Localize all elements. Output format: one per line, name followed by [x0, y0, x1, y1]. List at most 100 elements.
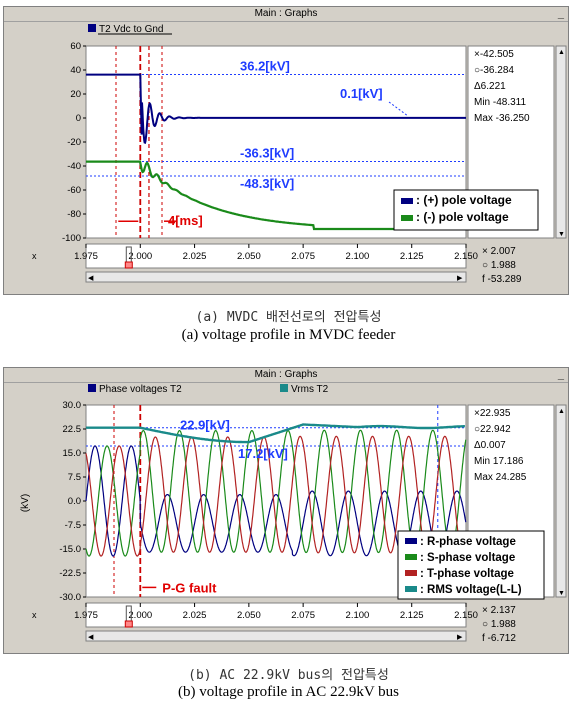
readout-box-a: ×-42.505 ○-36.284 Δ6.221 Min -48.311 Max… — [474, 47, 530, 127]
annotation-36-2: 36.2[kV] — [240, 59, 290, 74]
annotation-neg-48-3: -48.3[kV] — [240, 176, 294, 191]
caption-b-korean: (b) AC 22.9kV bus의 전압특성 — [188, 668, 389, 683]
cursor-handle-1 — [124, 261, 133, 269]
series-positive-pole — [86, 73, 466, 145]
legend-swatch — [405, 570, 417, 576]
y-tick-label: 40 — [70, 65, 81, 76]
xreadout-cursor2-b: ○ 1.988 — [482, 619, 516, 630]
x-tick-label: 2.125 — [400, 610, 424, 621]
series-tab-swatch-2 — [280, 384, 288, 392]
y-tick-label: -22.5 — [59, 568, 81, 579]
x-tick-label: 2.150 — [454, 251, 478, 262]
window-title-b: Main : Graphs — [254, 369, 318, 380]
y-tick-label: -7.5 — [65, 520, 81, 531]
y-tick-label: -20 — [67, 137, 81, 148]
readout-cursor1-b: ×22.935 — [474, 408, 511, 419]
xreadout-box-a: × 2.007 ○ 1.988 f -53.289 — [482, 245, 521, 287]
x-tick-label: 1.975 — [74, 251, 98, 262]
scroll-right-arrow: ▶ — [457, 634, 463, 641]
y-tick-label: -40 — [67, 161, 81, 172]
y-axis-label: (kV) — [20, 494, 31, 512]
series-tab-label: T2 Vdc to Gnd — [99, 24, 163, 35]
x-tick-label: 2.075 — [291, 610, 315, 621]
readout-cursor1: ×-42.505 — [474, 49, 514, 60]
scroll-down-arrow: ▼ — [558, 590, 565, 597]
xreadout-f-b: f -6.712 — [482, 633, 516, 644]
series-tab-swatch — [88, 24, 96, 32]
y-tick-label: 60 — [70, 41, 81, 52]
readout-cursor2: ○-36.284 — [474, 65, 514, 76]
scrollbar-vertical — [555, 404, 567, 598]
annotation-neg-36-3: -36.3[kV] — [240, 146, 294, 161]
caption-a-korean: (a) MVDC 배전선로의 전압특성 — [195, 310, 382, 325]
window-titlebar-a: Main : Graphs _ — [4, 7, 568, 22]
scroll-left-arrow: ◀ — [88, 275, 94, 282]
y-tick-label: -60 — [67, 185, 81, 196]
y-tick-label: 7.5 — [68, 472, 81, 483]
x-tick-label: 2.075 — [291, 251, 315, 262]
cursor-handle-1 — [124, 620, 133, 628]
y-tick-label: -30.0 — [59, 592, 81, 603]
legend-swatch — [405, 554, 417, 560]
legend-swatch — [405, 538, 417, 544]
annotation-22-9: 22.9[kV] — [180, 418, 230, 433]
scroll-left-arrow: ◀ — [88, 634, 94, 641]
minimize-icon[interactable]: _ — [557, 8, 564, 20]
x-axis-strip — [85, 602, 467, 628]
x-tick-label: 2.025 — [183, 251, 207, 262]
legend-label: : R-phase voltage — [420, 536, 516, 548]
readout-box-b: ×22.935 ○22.942 Δ0.007 Min 17.186 Max 24… — [474, 406, 526, 486]
annotation-0-1: 0.1[kV] — [340, 86, 383, 101]
y-tick-label: 0.0 — [68, 496, 81, 507]
y-tick-label: 20 — [70, 89, 81, 100]
x-tick-label: 2.050 — [237, 610, 261, 621]
x-tick-label: 2.125 — [400, 251, 424, 262]
xreadout-cursor1-b: × 2.137 — [482, 605, 516, 616]
y-tick-label: 30.0 — [63, 400, 82, 411]
series-tab-swatch — [88, 384, 96, 392]
x-tick-label: 2.000 — [128, 610, 152, 621]
x-tick-label: 2.025 — [183, 610, 207, 621]
y-tick-label: -100 — [62, 233, 81, 244]
annotation-pg-fault: P-G fault — [162, 580, 217, 595]
x-axis-strip — [85, 243, 467, 269]
x-tick-label: 2.150 — [454, 610, 478, 621]
x-tick-label: 2.100 — [346, 610, 370, 621]
annotation-4ms: 4[ms] — [168, 213, 203, 228]
xreadout-cursor1: × 2.007 — [482, 246, 516, 257]
series-tab-label-2: Vrms T2 — [291, 384, 329, 395]
legend-swatch — [401, 198, 413, 204]
scrollbar-horizontal — [85, 271, 467, 283]
series-rms-voltage — [86, 423, 465, 444]
xreadout-box-b: × 2.137 ○ 1.988 f -6.712 — [482, 604, 516, 646]
graph-window-a: Main : Graphs _ ▲ ▼ 60 40 20 0 -20 -40 -60 -80 -10… — [3, 6, 569, 295]
y-tick-label: -15.0 — [59, 544, 81, 555]
legend-label: : (+) pole voltage — [416, 193, 512, 207]
readout-max: Max -36.250 — [474, 113, 530, 124]
scrollbar-horizontal — [85, 630, 467, 642]
graph-window-b: Main : Graphs _ ▲ ▼ 30.0 22.5 15.0 7.5 0.0 -7.5… — [3, 367, 569, 654]
readout-delta-b: Δ0.007 — [474, 440, 506, 451]
y-tick-label: 15.0 — [63, 448, 82, 459]
caption-b-english: (b) voltage profile in AC 22.9kV bus — [178, 684, 399, 700]
readout-cursor2-b: ○22.942 — [474, 424, 511, 435]
legend-label: : (-) pole voltage — [416, 210, 509, 224]
y-tick-label: 0 — [76, 113, 81, 124]
x-tick-label: 2.050 — [237, 251, 261, 262]
window-title-a: Main : Graphs — [254, 8, 318, 19]
x-tick-label: 1.975 — [74, 610, 98, 621]
xreadout-cursor2: ○ 1.988 — [482, 260, 516, 271]
caption-a-english: (a) voltage profile in MVDC feeder — [181, 327, 396, 343]
scroll-up-arrow: ▲ — [558, 49, 565, 56]
legend-label: : RMS voltage(L-L) — [420, 584, 522, 596]
chart-b: ▲ ▼ 30.0 22.5 15.0 7.5 0.0 -7.5 -15.0 -22.5 -30.0 1… — [20, 384, 567, 642]
minimize-icon-b[interactable]: _ — [557, 369, 564, 381]
y-tick-label: 22.5 — [63, 424, 82, 435]
y-tick-label: -80 — [67, 209, 81, 220]
scrollbar-vertical — [555, 45, 567, 239]
xreadout-f: f -53.289 — [482, 274, 522, 285]
legend-label: : S-phase voltage — [420, 552, 515, 564]
x-tick-label: 2.100 — [346, 251, 370, 262]
scroll-down-arrow: ▼ — [558, 231, 565, 238]
readout-max-b: Max 24.285 — [474, 472, 527, 483]
